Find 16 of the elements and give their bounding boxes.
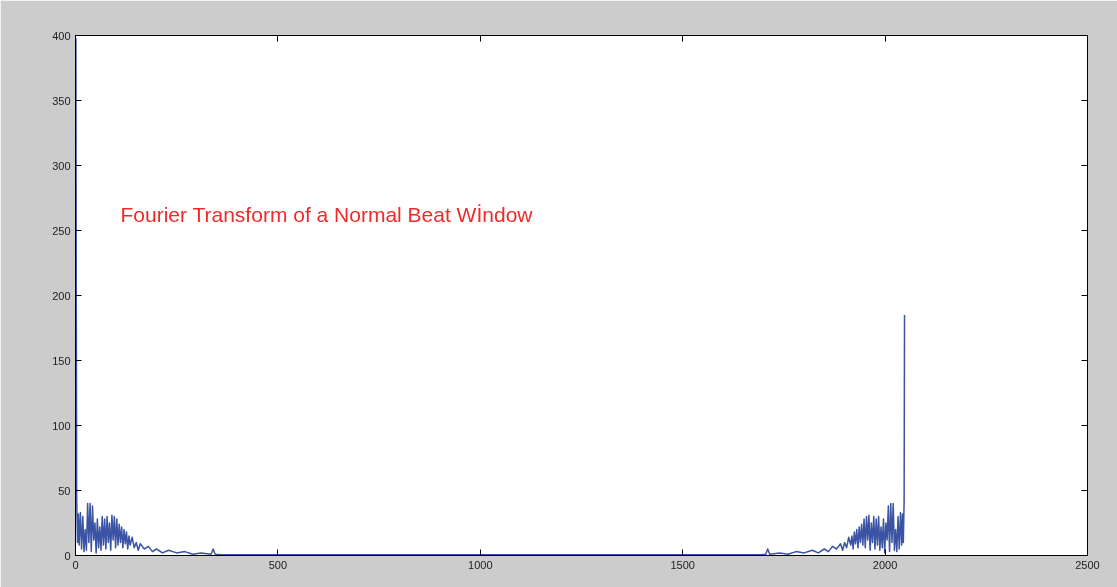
y-tick-label: 400 xyxy=(52,29,71,42)
y-tick-label: 200 xyxy=(52,289,71,302)
x-tick-label: 0 xyxy=(72,558,79,571)
x-tick-label: 2500 xyxy=(1075,558,1100,571)
y-tick-label: 150 xyxy=(52,354,71,367)
annotation: Fourier Transform of a Normal Beat Wİndow xyxy=(120,202,534,226)
y-tick-label: 250 xyxy=(52,224,71,237)
x-tick-label: 1500 xyxy=(670,558,695,571)
x-tick-label: 1000 xyxy=(468,558,493,571)
x-tick-label: 500 xyxy=(268,558,288,571)
y-tick-label: 350 xyxy=(52,94,71,107)
y-tick-label: 300 xyxy=(52,159,71,172)
y-tick-label: 100 xyxy=(52,419,71,432)
x-tick-label: 2000 xyxy=(872,558,898,571)
y-tick-label: 50 xyxy=(58,484,71,497)
y-tick-label: 0 xyxy=(64,549,71,562)
